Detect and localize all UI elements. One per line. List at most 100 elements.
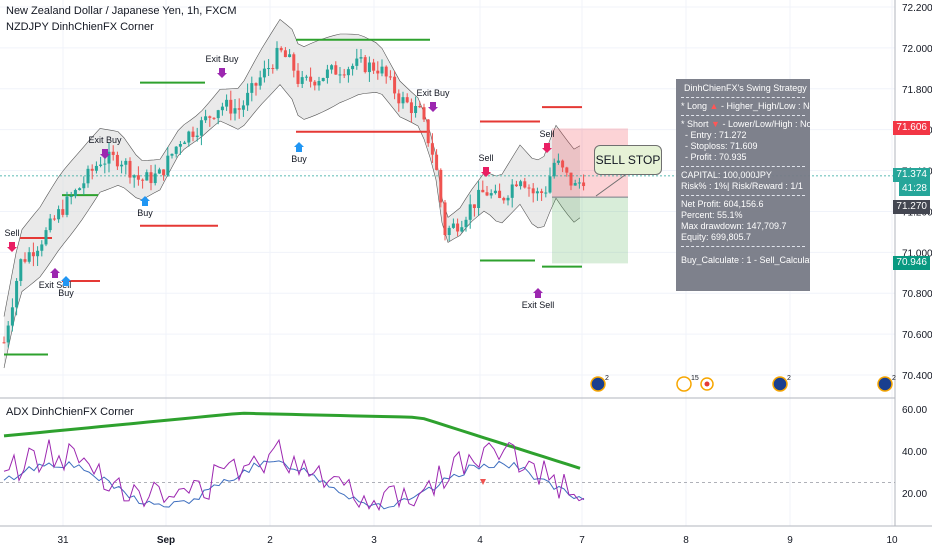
adx-indicator: [0, 411, 895, 512]
candle-body: [510, 184, 514, 198]
candle-body: [6, 325, 10, 343]
candle-body: [141, 179, 145, 181]
signal-arrow: [533, 288, 543, 298]
event-flag-icon: [772, 376, 788, 392]
candle-body: [40, 244, 44, 251]
candle-body: [422, 107, 426, 120]
candle-body: [52, 218, 56, 220]
di-plus-line: [3, 460, 585, 510]
candle-body: [418, 106, 422, 108]
candle-body: [519, 181, 523, 187]
symbol-title[interactable]: New Zealand Dollar / Japanese Yen, 1h, F…: [6, 5, 237, 17]
candle-body: [384, 66, 388, 77]
candle-body: [397, 93, 401, 104]
signal-arrow: [481, 167, 491, 177]
candle-body: [439, 169, 443, 203]
candle-body: [170, 153, 174, 156]
candle-body: [237, 108, 241, 110]
candle-body: [414, 106, 418, 114]
candle-body: [283, 50, 287, 58]
candle-body: [443, 202, 447, 236]
capital-row: CAPITAL: 100,000JPY: [681, 170, 772, 180]
sell-stop-callout[interactable]: SELL STOP: [594, 145, 662, 175]
candle-body: [279, 47, 283, 51]
candle-body: [73, 190, 77, 197]
candle-body: [380, 66, 384, 74]
time-tick-label: 8: [683, 535, 689, 546]
indicator-tick-label: 40.00: [902, 447, 927, 458]
strategy-info-box[interactable]: DinhChienFX's Swing Strategy * Long ▲ - …: [676, 79, 830, 291]
divider: [681, 246, 805, 247]
candle-body: [69, 196, 73, 198]
signal-label-buy: Buy: [291, 154, 307, 164]
time-tick-label: 3: [371, 535, 377, 546]
candle-body: [250, 83, 254, 93]
candle-body: [258, 77, 262, 86]
candle-body: [19, 259, 23, 281]
signal-arrow: [542, 143, 552, 153]
signal-arrow: [100, 149, 110, 159]
candle-body: [183, 142, 187, 145]
candle-body: [401, 97, 405, 104]
candle-body: [498, 190, 502, 198]
net-profit-row: Net Profit: 604,156.6: [681, 199, 764, 209]
candle-body: [90, 168, 94, 171]
signal-label-sell: Sell: [4, 228, 19, 238]
candle-body: [447, 227, 451, 236]
candle-body: [321, 77, 325, 81]
candle-body: [178, 144, 182, 147]
candle-body: [225, 99, 229, 107]
candle-body: [426, 119, 430, 144]
target-price-badge[interactable]: 70.946: [893, 256, 930, 270]
candle-body: [204, 116, 208, 121]
entry-price-badge[interactable]: 71.270: [893, 200, 930, 214]
candle-body: [405, 97, 409, 103]
stoploss-price-badge[interactable]: 71.606: [893, 121, 930, 135]
candle-body: [502, 197, 506, 201]
candle-body: [48, 218, 52, 231]
max-drawdown-row: Max drawdown: 147,709.7: [681, 221, 787, 231]
candle-body: [94, 165, 98, 171]
candle-body: [212, 117, 216, 119]
candle-body: [342, 74, 346, 76]
di-minus-line: [3, 438, 585, 512]
candle-body: [220, 106, 224, 111]
signal-arrow: [50, 268, 60, 278]
candle-body: [330, 65, 334, 70]
profit-row: - Profit : 70.935: [685, 152, 747, 162]
candle-body: [355, 58, 359, 66]
candle-body: [514, 184, 518, 187]
indicator-pane-title[interactable]: ADX DinhChienFX Corner: [6, 406, 134, 418]
candle-body: [103, 163, 107, 165]
signal-label-exit-buy: Exit Buy: [88, 135, 122, 145]
indicator-axis[interactable]: 60.00 40.00 20.00: [902, 405, 927, 500]
grid-lines: [0, 0, 895, 526]
candle-body: [456, 223, 460, 232]
candle-body: [246, 92, 250, 106]
short-detail: - Lower/Low/High : No: [722, 119, 812, 129]
time-axis[interactable]: 31 Sep 2 3 4 7 8 9 10: [57, 535, 898, 546]
signal-label-buy: Buy: [58, 288, 74, 298]
candle-body: [115, 154, 119, 167]
signal-label-exit-sell: Exit Sell: [39, 280, 72, 290]
candle-body: [372, 62, 376, 71]
last-price-badge[interactable]: 71.374: [893, 168, 930, 182]
candle-body: [199, 120, 203, 136]
strategy-title-row: DinhChienFX's Swing Strategy: [681, 83, 807, 94]
candle-body: [145, 172, 149, 181]
indicator-title[interactable]: NZDJPY DinhChienFX Corner: [6, 21, 154, 33]
candle-body: [346, 69, 350, 76]
candle-body: [548, 176, 552, 193]
candle-body: [334, 65, 338, 75]
band-fill: [4, 19, 580, 369]
price-tick-label: 72.200: [902, 3, 932, 14]
candle-body: [187, 131, 191, 143]
signal-label-exit-buy: Exit Buy: [205, 54, 239, 64]
candle-body: [493, 190, 497, 194]
event-flag-icon: [676, 376, 692, 392]
time-tick-label: 4: [477, 535, 483, 546]
candle-body: [136, 175, 140, 180]
price-tick-label: 71.800: [902, 85, 932, 96]
candle-body: [2, 342, 6, 344]
